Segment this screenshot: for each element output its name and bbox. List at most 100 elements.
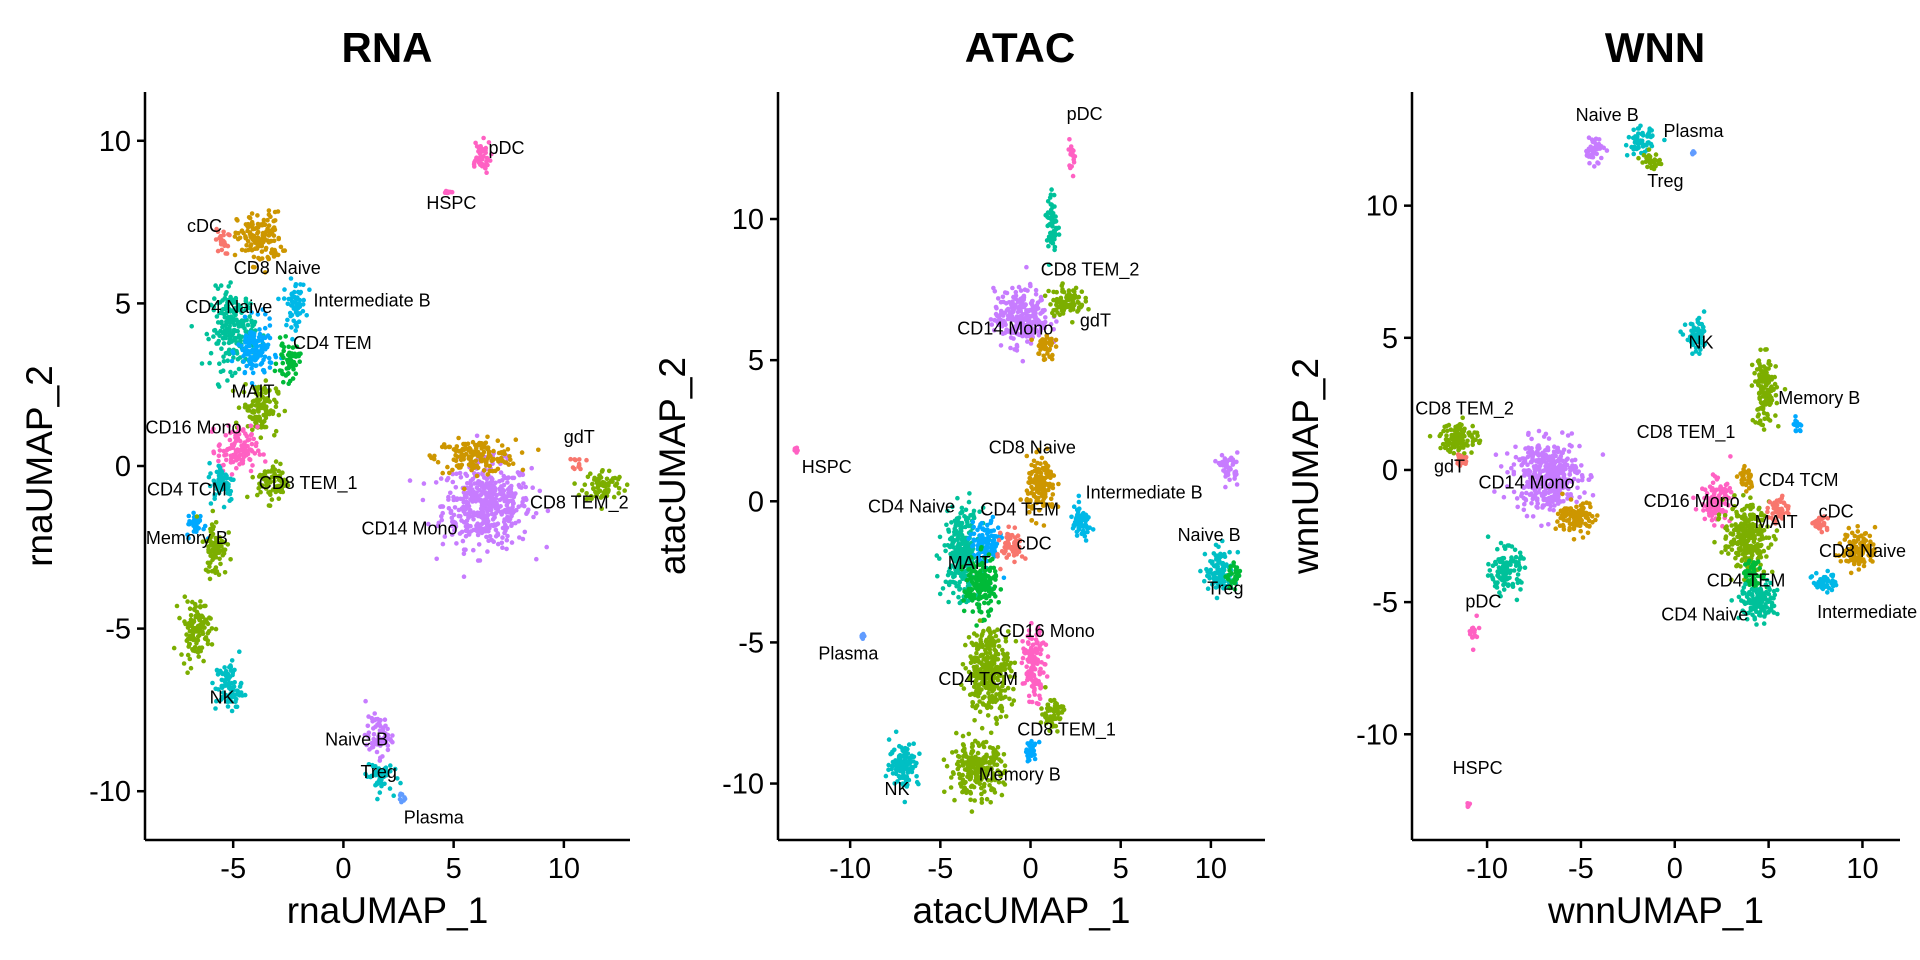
- data-point: [982, 617, 987, 623]
- data-point: [475, 465, 481, 471]
- data-point: [1013, 289, 1019, 295]
- data-point: [521, 481, 526, 486]
- data-point: [1064, 297, 1070, 303]
- cluster-label: NK: [210, 687, 235, 707]
- data-point: [1050, 240, 1056, 246]
- data-point: [991, 754, 996, 759]
- data-point: [531, 514, 536, 520]
- data-point: [284, 322, 289, 328]
- data-point: [252, 386, 257, 391]
- data-point: [1636, 138, 1642, 144]
- data-point: [212, 296, 217, 301]
- data-point: [954, 730, 959, 736]
- data-point: [509, 508, 515, 514]
- data-point: [1595, 143, 1601, 149]
- data-point: [206, 629, 212, 634]
- data-point: [975, 750, 981, 756]
- data-point: [440, 541, 446, 547]
- data-point: [998, 587, 1004, 592]
- data-point: [989, 654, 995, 659]
- data-point: [996, 537, 1002, 543]
- data-point: [1045, 463, 1051, 469]
- data-point: [227, 232, 232, 238]
- data-point: [297, 359, 303, 365]
- data-point: [1586, 135, 1592, 140]
- data-point: [445, 464, 450, 470]
- data-point: [617, 474, 622, 480]
- data-point: [899, 758, 904, 764]
- data-point: [952, 580, 958, 586]
- data-point: [476, 149, 481, 154]
- data-point: [276, 477, 282, 483]
- data-point: [222, 315, 228, 320]
- data-point: [1071, 157, 1076, 162]
- data-point: [507, 516, 513, 522]
- cluster-plasma: [397, 791, 408, 805]
- data-point: [1029, 665, 1034, 670]
- data-point: [262, 325, 268, 331]
- data-point: [972, 798, 977, 803]
- data-point: [221, 354, 226, 360]
- data-point: [511, 493, 517, 499]
- data-point: [942, 789, 947, 795]
- data-point: [986, 613, 991, 618]
- data-point: [212, 493, 218, 499]
- data-point: [568, 456, 573, 462]
- panel-title: ATAC: [965, 24, 1075, 71]
- data-point: [465, 481, 470, 486]
- data-point: [181, 661, 187, 666]
- data-point: [525, 509, 530, 515]
- data-point: [484, 534, 489, 540]
- data-point: [963, 524, 968, 530]
- data-point: [975, 527, 980, 533]
- data-point: [1035, 480, 1040, 486]
- data-point: [468, 529, 474, 534]
- data-point: [1646, 153, 1652, 158]
- data-point: [304, 313, 310, 318]
- data-point: [290, 336, 295, 342]
- data-point: [254, 397, 260, 402]
- data-point: [229, 496, 234, 502]
- data-point: [268, 214, 273, 219]
- data-point: [365, 723, 371, 729]
- data-point: [502, 451, 508, 457]
- data-point: [208, 501, 214, 506]
- panel-wnn: -10 -5 0 5 10-10-50510WNNwnnUMAP_1wnnUMAP_2N…: [1285, 24, 1920, 931]
- data-point: [221, 462, 226, 468]
- data-point: [481, 490, 487, 495]
- data-point: [188, 613, 194, 618]
- data-point: [1007, 696, 1012, 702]
- data-point: [226, 284, 231, 289]
- data-point: [199, 361, 205, 366]
- data-point: [1058, 295, 1064, 301]
- data-point: [272, 397, 277, 403]
- data-point: [509, 540, 515, 545]
- data-point: [242, 692, 248, 698]
- data-point: [493, 511, 499, 516]
- data-point: [249, 318, 254, 324]
- data-point: [265, 396, 271, 401]
- data-point: [227, 308, 233, 314]
- data-point: [1032, 687, 1037, 693]
- data-point: [240, 443, 245, 449]
- data-point: [229, 477, 234, 483]
- data-point: [218, 242, 224, 247]
- data-point: [479, 458, 485, 464]
- data-point: [1035, 474, 1041, 480]
- data-point: [1636, 126, 1642, 131]
- data-point: [1216, 560, 1222, 565]
- data-point: [454, 463, 460, 469]
- data-point: [234, 434, 239, 440]
- cluster-cd16-mono: [209, 423, 268, 477]
- data-point: [377, 790, 383, 795]
- data-point: [484, 496, 490, 501]
- data-point: [288, 276, 294, 281]
- data-point: [576, 461, 582, 467]
- data-point: [982, 789, 987, 794]
- data-point: [248, 242, 254, 247]
- data-point: [989, 758, 994, 763]
- data-point: [232, 667, 237, 673]
- data-point: [1645, 140, 1650, 145]
- data-point: [1001, 575, 1007, 581]
